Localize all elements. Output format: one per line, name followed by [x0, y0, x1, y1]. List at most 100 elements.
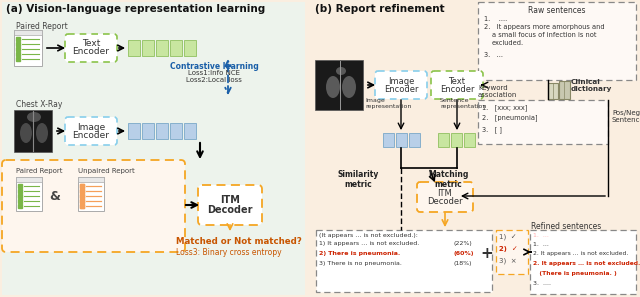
Text: Clinical
dictionary: Clinical dictionary: [571, 79, 612, 92]
Text: Paired Report: Paired Report: [16, 168, 63, 174]
FancyBboxPatch shape: [65, 117, 117, 145]
Text: 3.   [ ]: 3. [ ]: [482, 126, 502, 133]
Bar: [438, 133, 449, 147]
Text: ITM: ITM: [438, 189, 452, 198]
Text: Similarity
metric: Similarity metric: [337, 170, 379, 189]
FancyBboxPatch shape: [431, 71, 483, 99]
Bar: [142, 40, 154, 56]
Text: Encoder: Encoder: [72, 130, 109, 140]
Bar: [548, 83, 558, 99]
Ellipse shape: [36, 123, 48, 143]
Ellipse shape: [342, 76, 356, 98]
Text: (It appears … is not excluded.):: (It appears … is not excluded.):: [319, 233, 418, 238]
Text: Text: Text: [449, 77, 465, 86]
FancyBboxPatch shape: [198, 185, 262, 225]
Text: excluded.: excluded.: [492, 40, 524, 46]
Text: Decoder: Decoder: [427, 197, 463, 206]
Text: Text: Text: [82, 40, 100, 48]
FancyBboxPatch shape: [2, 160, 185, 252]
Bar: [156, 40, 168, 56]
Bar: [316, 230, 492, 292]
Text: 2. It appears … is not excluded.: 2. It appears … is not excluded.: [533, 251, 628, 256]
FancyBboxPatch shape: [417, 182, 473, 212]
Text: 1)  ✓: 1) ✓: [499, 234, 516, 241]
Text: (a) Vision-language representation learning: (a) Vision-language representation learn…: [6, 4, 265, 14]
Bar: [396, 133, 407, 147]
Text: Raw sentences: Raw sentences: [528, 6, 586, 15]
Text: (There is pneumonia. ): (There is pneumonia. ): [533, 271, 617, 276]
Bar: [383, 133, 394, 147]
Bar: [530, 230, 636, 294]
Bar: [315, 60, 363, 110]
Ellipse shape: [20, 123, 32, 143]
Bar: [14, 30, 42, 35]
Text: 2.   [pneumonia]: 2. [pneumonia]: [482, 114, 538, 121]
Text: Encoder: Encoder: [440, 85, 474, 94]
Bar: [16, 177, 42, 182]
Text: Loss3: Binary cross entropy: Loss3: Binary cross entropy: [176, 248, 282, 257]
Text: (22%): (22%): [454, 241, 473, 246]
Text: Image: Image: [388, 77, 414, 86]
Text: 1.   [xxx; xxx]: 1. [xxx; xxx]: [482, 104, 527, 111]
Text: Loss1:Info NCE: Loss1:Info NCE: [188, 70, 240, 76]
Bar: [2, 2, 305, 295]
Text: Encoder: Encoder: [72, 48, 109, 56]
Text: Matched or Not matched?: Matched or Not matched?: [176, 237, 301, 246]
Ellipse shape: [336, 67, 346, 75]
Bar: [478, 2, 636, 80]
Text: +: +: [481, 247, 493, 261]
Text: Decoder: Decoder: [207, 205, 253, 215]
Bar: [78, 177, 104, 182]
Text: Keyword
association: Keyword association: [478, 85, 517, 98]
Text: Image
representation: Image representation: [365, 98, 412, 109]
Bar: [184, 40, 196, 56]
Text: 2. It appears … is not excluded.: 2. It appears … is not excluded.: [533, 261, 640, 266]
Bar: [451, 133, 462, 147]
Text: Paired Report: Paired Report: [16, 22, 68, 31]
Bar: [170, 40, 182, 56]
Bar: [409, 133, 420, 147]
Text: 3.  ....: 3. ....: [533, 281, 551, 286]
Text: Matching
metric: Matching metric: [428, 170, 468, 189]
Text: (18%): (18%): [454, 261, 472, 266]
Bar: [559, 81, 570, 99]
Text: a small focus of infection is not: a small focus of infection is not: [492, 32, 596, 38]
Bar: [128, 123, 140, 139]
Text: Refined sentences: Refined sentences: [531, 222, 601, 231]
FancyBboxPatch shape: [65, 34, 117, 62]
FancyBboxPatch shape: [375, 71, 427, 99]
Text: 3) There is no pneumonia.: 3) There is no pneumonia.: [319, 261, 402, 266]
Text: Pos/Neg/Ori
Sentences: Pos/Neg/Ori Sentences: [612, 110, 640, 123]
Text: 1) It appears … is not excluded.: 1) It appears … is not excluded.: [319, 241, 419, 246]
Ellipse shape: [27, 112, 41, 122]
Text: Image: Image: [77, 122, 105, 132]
Bar: [496, 230, 528, 274]
Bar: [128, 40, 140, 56]
Text: Unpaired Report: Unpaired Report: [78, 168, 135, 174]
Bar: [478, 100, 608, 144]
Text: Encoder: Encoder: [384, 85, 419, 94]
Text: &: &: [49, 189, 60, 203]
Text: 3.   ...: 3. ...: [484, 52, 503, 58]
Text: Chest X-Ray: Chest X-Ray: [16, 100, 62, 109]
Bar: [156, 123, 168, 139]
Text: 2) There is pneumonia.: 2) There is pneumonia.: [319, 251, 400, 256]
Bar: [170, 123, 182, 139]
Text: ITM: ITM: [220, 195, 240, 205]
Bar: [78, 177, 104, 211]
Bar: [464, 133, 475, 147]
Text: 3)  ×: 3) ×: [499, 258, 516, 265]
Text: (60%): (60%): [454, 251, 474, 256]
Text: Sentence
representation: Sentence representation: [440, 98, 486, 109]
Text: 2)  ✓: 2) ✓: [499, 246, 518, 252]
Text: 1.  ...: 1. ...: [533, 233, 549, 238]
Ellipse shape: [326, 76, 340, 98]
Bar: [184, 123, 196, 139]
Text: (b) Report refinement: (b) Report refinement: [315, 4, 445, 14]
Text: 1.    ....: 1. ....: [484, 16, 508, 22]
Bar: [142, 123, 154, 139]
Bar: [14, 30, 42, 66]
Bar: [14, 110, 52, 152]
Text: Loss2:Local loss: Loss2:Local loss: [186, 77, 242, 83]
Text: 1.  ...: 1. ...: [533, 242, 549, 247]
